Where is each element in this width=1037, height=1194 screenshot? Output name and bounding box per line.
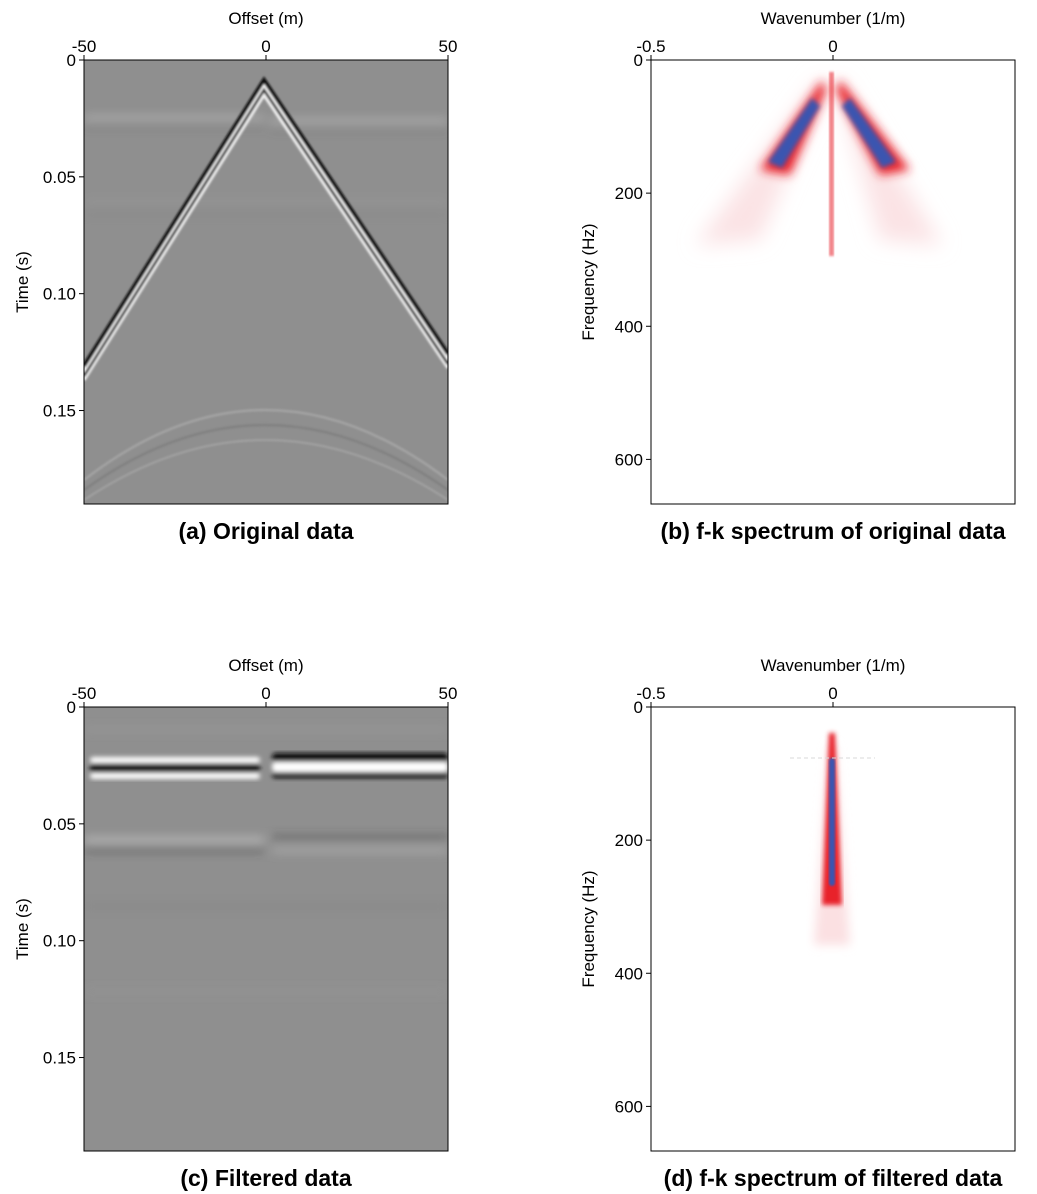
fk-spectrum-original xyxy=(651,60,1015,504)
x-tick-label: 50 xyxy=(439,37,458,56)
panel-d-x-axis-title: Wavenumber (1/m) xyxy=(761,656,906,675)
y-tick-label: 0.15 xyxy=(43,402,76,421)
y-tick-label: 0.05 xyxy=(43,815,76,834)
y-tick-label: 0 xyxy=(634,51,643,70)
x-tick-label: 50 xyxy=(439,684,458,703)
x-tick-label: -0.5 xyxy=(636,684,665,703)
x-tick-label: -50 xyxy=(72,684,97,703)
x-tick-label: -50 xyxy=(72,37,97,56)
spectrum-peak-d xyxy=(829,758,835,886)
spectrum-peak-b xyxy=(768,98,896,168)
panel-b-x-axis: -0.5 0 xyxy=(636,37,838,60)
panel-a-x-axis-title: Offset (m) xyxy=(228,9,303,28)
panel-d-x-axis: -0.5 0 xyxy=(636,684,838,707)
hyperbolic-events-a xyxy=(84,409,448,501)
fk-spectrum-filtered xyxy=(651,707,1015,1151)
y-tick-label: 0 xyxy=(67,698,76,717)
y-tick-label: 400 xyxy=(615,964,643,983)
x-tick-label: 0 xyxy=(261,37,270,56)
panel-c-background xyxy=(84,707,448,1151)
panel-b-y-axis: 0 200 400 600 xyxy=(615,51,651,469)
panel-b-x-axis-title: Wavenumber (1/m) xyxy=(761,9,906,28)
y-tick-label: 0 xyxy=(634,698,643,717)
reflection-bands-a xyxy=(84,116,448,214)
panel-b-y-axis-title: Frequency (Hz) xyxy=(579,223,598,340)
panel-a: -50 0 50 00.050.100.15 Offset (m) Time (s)… xyxy=(13,9,457,544)
y-tick-label: 0 xyxy=(67,51,76,70)
panel-c-x-axis-title: Offset (m) xyxy=(228,656,303,675)
x-tick-label: -0.5 xyxy=(636,37,665,56)
y-tick-label: 200 xyxy=(615,831,643,850)
y-tick-label: 600 xyxy=(615,1097,643,1116)
x-tick-label: 0 xyxy=(828,37,837,56)
panel-c-y-axis: 0 0.05 0.10 0.15 xyxy=(43,698,84,1068)
panel-d-y-axis-title: Frequency (Hz) xyxy=(579,870,598,987)
panel-b-caption: (b) f-k spectrum of original data xyxy=(660,518,1005,544)
seismic-image-filtered xyxy=(84,707,448,1151)
panel-c-caption: (c) Filtered data xyxy=(180,1165,351,1191)
panel-a-x-axis: -50 0 50 xyxy=(72,37,458,60)
x-tick-label: 0 xyxy=(828,684,837,703)
y-tick-label: 0.10 xyxy=(43,285,76,304)
panel-c-x-axis: -50 0 50 xyxy=(72,684,458,707)
panel-d-caption: (d) f-k spectrum of filtered data xyxy=(664,1165,1003,1191)
panel-c: -50 0 50 00.050.100.15 Offset (m) Time (s)… xyxy=(13,656,457,1191)
filtered-weak-bands xyxy=(84,728,448,993)
seismic-image-original xyxy=(84,60,448,504)
panel-a-y-axis: 0 0.05 0.10 0.15 xyxy=(43,51,84,421)
panel-a-y-axis-title: Time (s) xyxy=(13,251,32,313)
spectrum-center-b xyxy=(829,72,834,256)
panel-a-caption: (a) Original data xyxy=(178,518,353,544)
y-tick-label: 0.15 xyxy=(43,1049,76,1068)
y-tick-label: 0.05 xyxy=(43,168,76,187)
y-tick-label: 400 xyxy=(615,317,643,336)
panel-d-y-axis: 0 200 400 600 xyxy=(615,698,651,1116)
y-tick-label: 600 xyxy=(615,450,643,469)
y-tick-label: 200 xyxy=(615,184,643,203)
filtered-reflections xyxy=(90,753,448,779)
y-tick-label: 0.10 xyxy=(43,932,76,951)
panel-c-y-axis-title: Time (s) xyxy=(13,898,32,960)
x-tick-label: 0 xyxy=(261,684,270,703)
direct-arrival-wavelet xyxy=(84,76,448,381)
